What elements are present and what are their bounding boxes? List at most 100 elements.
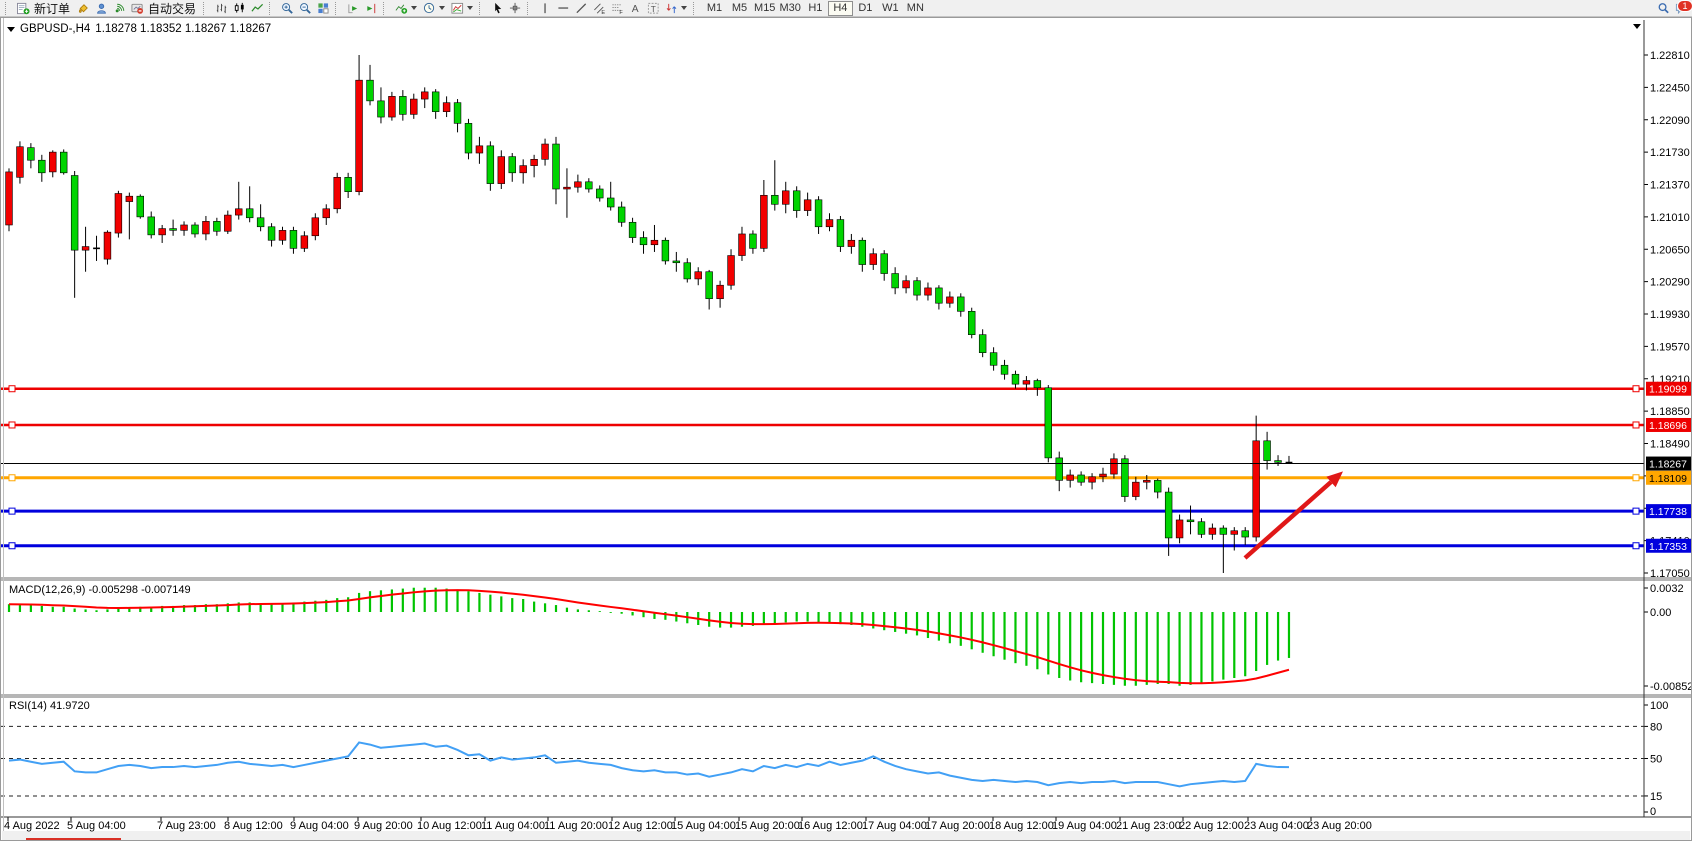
price-tags: 1.19099 1.18696 1.18109 1.17738 1.17353 1.182…: [1646, 381, 1691, 553]
indicators-dropdown-icon[interactable]: [411, 6, 418, 10]
toolbar-grip: [693, 1, 698, 15]
search-icon: [1658, 2, 1669, 13]
trendline-icon: [575, 2, 586, 13]
styles-button[interactable]: [74, 1, 92, 16]
tile-windows-icon: [317, 2, 329, 14]
template-dropdown-icon[interactable]: [467, 6, 474, 10]
chart-shift-button[interactable]: [362, 1, 380, 16]
svg-text:A: A: [631, 4, 638, 15]
zoom-out-icon: [299, 2, 311, 14]
text-label-button[interactable]: T: [644, 1, 662, 16]
text-tool-icon: A: [631, 4, 638, 15]
zoom-in-button[interactable]: [278, 1, 296, 16]
text-tool-button[interactable]: A: [626, 1, 644, 16]
svg-text:4 Aug 2022: 4 Aug 2022: [4, 820, 60, 832]
tf-button-H1[interactable]: H1: [803, 1, 828, 16]
toolbar-grip: [527, 1, 532, 15]
svg-text:16 Aug 12:00: 16 Aug 12:00: [798, 820, 863, 832]
svg-text:9 Aug 04:00: 9 Aug 04:00: [290, 820, 349, 832]
bar-chart-icon: [216, 3, 226, 13]
svg-text:8 Aug 12:00: 8 Aug 12:00: [224, 820, 283, 832]
indicators-button[interactable]: [392, 1, 410, 16]
svg-text:1.20650: 1.20650: [1650, 244, 1690, 256]
svg-text:0: 0: [1650, 806, 1656, 818]
tile-windows-button[interactable]: [314, 1, 332, 16]
svg-text:1.22810: 1.22810: [1650, 50, 1690, 62]
svg-text:1.17050: 1.17050: [1650, 568, 1690, 580]
crosshair-button[interactable]: [506, 1, 524, 16]
main-toolbar: 新订单 自动交易: [0, 0, 1692, 17]
svg-text:1.19570: 1.19570: [1650, 341, 1690, 353]
bottom-red-fragment: [26, 838, 121, 840]
candlestick-chart-button[interactable]: [230, 1, 248, 16]
signals-button[interactable]: [110, 1, 128, 16]
new-order-label[interactable]: 新订单: [34, 1, 71, 16]
tf-button-MN[interactable]: MN: [903, 1, 928, 16]
svg-text:1.21010: 1.21010: [1650, 212, 1690, 224]
fibonacci-button[interactable]: F: [608, 1, 626, 16]
tf-button-M5[interactable]: M5: [727, 1, 752, 16]
svg-text:0.0032: 0.0032: [1650, 583, 1684, 595]
svg-text:17 Aug 04:00: 17 Aug 04:00: [862, 820, 927, 832]
svg-text:1.18490: 1.18490: [1650, 439, 1690, 451]
tf-button-H4[interactable]: H4: [827, 0, 853, 16]
bottom-strip: [2, 831, 1690, 840]
svg-text:1.19099: 1.19099: [1649, 384, 1687, 396]
periods-button[interactable]: [420, 1, 438, 16]
tf-button-M1[interactable]: M1: [702, 1, 727, 16]
svg-text:0.00: 0.00: [1650, 607, 1671, 619]
svg-text:-0.008529: -0.008529: [1650, 681, 1691, 693]
bar-chart-button[interactable]: [212, 1, 230, 16]
equidistant-channel-button[interactable]: E: [590, 1, 608, 16]
svg-text:22 Aug 12:00: 22 Aug 12:00: [1179, 820, 1244, 832]
zoom-out-button[interactable]: [296, 1, 314, 16]
chart-quote-line: GBPUSD-,H4 1.18278 1.18352 1.18267 1.182…: [7, 23, 271, 35]
tf-button-D1[interactable]: D1: [853, 1, 878, 16]
toolbar-grip: [335, 1, 340, 15]
svg-text:80: 80: [1650, 721, 1662, 733]
arrows-tool-button[interactable]: [662, 1, 680, 16]
rsi-panel: 100 80 50 15 0: [1, 700, 1668, 818]
new-order-button[interactable]: [14, 1, 32, 16]
svg-text:50: 50: [1650, 754, 1662, 766]
cursor-button[interactable]: [488, 1, 506, 16]
auto-trading-button[interactable]: [128, 1, 146, 16]
notification-badge: 1: [1677, 0, 1692, 12]
notifications-button[interactable]: 1: [1672, 0, 1692, 16]
trend-arrow: [1243, 471, 1343, 560]
tf-button-W1[interactable]: W1: [878, 1, 903, 16]
paint-bucket-icon: [78, 3, 88, 13]
cursor-icon: [494, 2, 501, 13]
template-icon: [450, 2, 463, 14]
chart-menu-triangle-icon[interactable]: [7, 26, 15, 32]
svg-text:11 Aug 04:00: 11 Aug 04:00: [481, 820, 545, 832]
price-axis: 1.22810 1.22450 1.22090 1.21730 1.21370 1.210…: [1644, 50, 1690, 580]
periods-dropdown-icon[interactable]: [439, 6, 446, 10]
vertical-line-button[interactable]: [536, 1, 554, 16]
horizontal-line-icon: [557, 6, 568, 9]
tf-button-M15[interactable]: M15: [754, 2, 776, 14]
svg-text:15 Aug 20:00: 15 Aug 20:00: [735, 820, 800, 832]
svg-text:100: 100: [1650, 700, 1668, 712]
profile-button[interactable]: [92, 1, 110, 16]
horizontal-line-button[interactable]: [554, 1, 572, 16]
quote-ohlc-values: 1.18278 1.18352 1.18267 1.18267: [95, 23, 272, 35]
trendline-button[interactable]: [572, 1, 590, 16]
svg-text:1.18267: 1.18267: [1649, 459, 1687, 471]
macd-indicator-label: MACD(12,26,9) -0.005298 -0.007149: [9, 584, 191, 596]
arrows-dropdown-icon[interactable]: [681, 6, 688, 10]
tf-button-M30[interactable]: M30: [779, 2, 801, 14]
auto-trading-label[interactable]: 自动交易: [148, 1, 197, 16]
signal-icon: [115, 3, 124, 12]
fibonacci-icon: F: [611, 3, 623, 15]
svg-text:11 Aug 20:00: 11 Aug 20:00: [544, 820, 608, 832]
svg-text:18 Aug 12:00: 18 Aug 12:00: [989, 820, 1054, 832]
auto-scroll-button[interactable]: [344, 1, 362, 16]
chart-canvas[interactable]: 1.22810 1.22450 1.22090 1.21730 1.21370 1.210…: [1, 18, 1691, 840]
crosshair-icon: [509, 2, 520, 13]
line-chart-button[interactable]: [248, 1, 266, 16]
template-button[interactable]: [448, 1, 466, 16]
search-button[interactable]: [1654, 1, 1672, 16]
svg-text:F: F: [619, 10, 623, 15]
time-axis: 4 Aug 2022 5 Aug 04:00 7 Aug 23:00 8 Aug 12…: [4, 817, 1372, 832]
